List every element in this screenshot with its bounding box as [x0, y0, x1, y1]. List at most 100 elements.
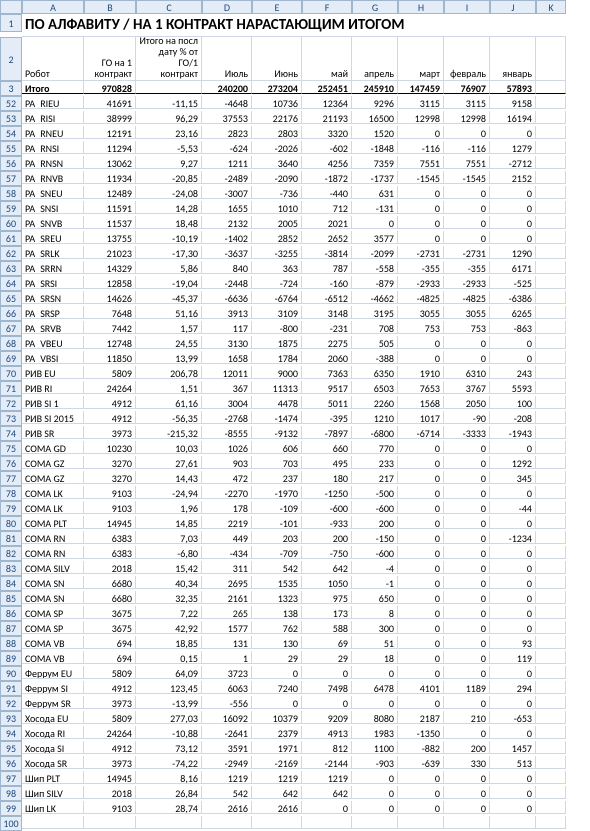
cell-r92-c6[interactable]: 0: [352, 696, 398, 709]
cell-r87-c4[interactable]: 762: [252, 621, 302, 634]
cell-r82-c0[interactable]: COMA RN: [22, 546, 84, 559]
cell-r52-c5[interactable]: 12364: [302, 96, 352, 109]
cell-r86-c5[interactable]: 173: [302, 606, 352, 619]
cell-r97-c1[interactable]: 14945: [84, 771, 136, 784]
cell-r83-c2[interactable]: 15,42: [136, 561, 202, 574]
cell-r95-c3[interactable]: 3591: [202, 741, 252, 754]
col-header-K[interactable]: K: [536, 0, 566, 14]
row-header-75[interactable]: 75: [0, 441, 22, 456]
cell-r84-c2[interactable]: 40,34: [136, 576, 202, 589]
cell-r69-c6[interactable]: -388: [352, 351, 398, 364]
cell-r90-c7[interactable]: 0: [398, 666, 444, 679]
cell-r79-c3[interactable]: 178: [202, 501, 252, 514]
cell-r88-c4[interactable]: 130: [252, 636, 302, 649]
cell-r58-c6[interactable]: 631: [352, 186, 398, 199]
cell-r53-c4[interactable]: 22176: [252, 111, 302, 124]
row-header-73[interactable]: 73: [0, 411, 22, 426]
cell-r66-c1[interactable]: 7648: [84, 306, 136, 319]
cell-r74-c5[interactable]: -7897: [302, 426, 352, 439]
cell-r72-c0[interactable]: РИВ SI 1: [22, 396, 84, 409]
cell-r99-c1[interactable]: 9103: [84, 801, 136, 814]
cell-r85-c2[interactable]: 32,35: [136, 591, 202, 604]
row-header-81[interactable]: 81: [0, 531, 22, 546]
cell-r77-c7[interactable]: 0: [398, 471, 444, 484]
cell-r96-c1[interactable]: 3973: [84, 756, 136, 769]
cell-r70-c3[interactable]: 12011: [202, 366, 252, 379]
cell-r95-c9[interactable]: 1457: [490, 741, 536, 754]
cell-r77-c2[interactable]: 14,43: [136, 471, 202, 484]
cell-r64-c1[interactable]: 12858: [84, 276, 136, 289]
cell-r82-c6[interactable]: -600: [352, 546, 398, 559]
cell-r84-c4[interactable]: 1535: [252, 576, 302, 589]
cell-r54-c3[interactable]: 2823: [202, 126, 252, 139]
cell-r58-c8[interactable]: 0: [444, 186, 490, 199]
cell-r67-c3[interactable]: 117: [202, 321, 252, 334]
cell-r87-c2[interactable]: 42,92: [136, 621, 202, 634]
cell-r98-c1[interactable]: 2018: [84, 786, 136, 799]
cell-r75-c1[interactable]: 10230: [84, 441, 136, 454]
cell-r85-c4[interactable]: 1323: [252, 591, 302, 604]
cell-r53-c3[interactable]: 37553: [202, 111, 252, 124]
cell-r83-c9[interactable]: 0: [490, 561, 536, 574]
cell-r84-c0[interactable]: COMA SN: [22, 576, 84, 589]
cell-r63-c6[interactable]: -558: [352, 261, 398, 274]
cell-r93-c3[interactable]: 16092: [202, 711, 252, 724]
cell-r86-c7[interactable]: 0: [398, 606, 444, 619]
cell-r83-c6[interactable]: -4: [352, 561, 398, 574]
cell-r94-c2[interactable]: -10,88: [136, 726, 202, 739]
cell-r73-c7[interactable]: 1017: [398, 411, 444, 424]
cell-r60-c2[interactable]: 18,48: [136, 216, 202, 229]
cell-r62-c1[interactable]: 21023: [84, 246, 136, 259]
cell-r59-c5[interactable]: 712: [302, 201, 352, 214]
cell-r93-c9[interactable]: -653: [490, 711, 536, 724]
cell-r91-c4[interactable]: 7240: [252, 681, 302, 694]
cell-r91-c3[interactable]: 6063: [202, 681, 252, 694]
cell-r90-c5[interactable]: 0: [302, 666, 352, 679]
cell-r93-c0[interactable]: Хосода EU: [22, 711, 84, 724]
cell-r92-c4[interactable]: 0: [252, 696, 302, 709]
cell-r62-c2[interactable]: -17,30: [136, 246, 202, 259]
cell-r63-c4[interactable]: 363: [252, 261, 302, 274]
cell-r96-c5[interactable]: -2144: [302, 756, 352, 769]
cell-r68-c5[interactable]: 2275: [302, 336, 352, 349]
cell-r87-c9[interactable]: 0: [490, 621, 536, 634]
cell-r97-c8[interactable]: 0: [444, 771, 490, 784]
cell-r58-c1[interactable]: 12489: [84, 186, 136, 199]
cell-r65-c6[interactable]: -4662: [352, 291, 398, 304]
cell-r74-c3[interactable]: -8555: [202, 426, 252, 439]
cell-r58-c5[interactable]: -440: [302, 186, 352, 199]
cell-r71-c1[interactable]: 24264: [84, 381, 136, 394]
row-header-83[interactable]: 83: [0, 561, 22, 576]
cell-r59-c0[interactable]: PA_SNSI: [22, 201, 84, 214]
cell-r63-c1[interactable]: 14329: [84, 261, 136, 274]
cell-r98-c8[interactable]: 0: [444, 786, 490, 799]
cell-r55-c3[interactable]: -624: [202, 141, 252, 154]
cell-r61-c4[interactable]: 2852: [252, 231, 302, 244]
cell-r62-c7[interactable]: -2731: [398, 246, 444, 259]
cell-r88-c0[interactable]: COMA VB: [22, 636, 84, 649]
cell-r87-c1[interactable]: 3675: [84, 621, 136, 634]
cell-r70-c4[interactable]: 9000: [252, 366, 302, 379]
cell-r60-c7[interactable]: 0: [398, 216, 444, 229]
cell-r97-c0[interactable]: Шип PLT: [22, 771, 84, 784]
cell-r94-c3[interactable]: -2641: [202, 726, 252, 739]
cell-r65-c4[interactable]: -6764: [252, 291, 302, 304]
cell-r64-c4[interactable]: -724: [252, 276, 302, 289]
cell-r60-c9[interactable]: 0: [490, 216, 536, 229]
cell-r77-c0[interactable]: COMA GZ: [22, 471, 84, 484]
cell-r89-c3[interactable]: 1: [202, 651, 252, 664]
cell-r65-c3[interactable]: -6636: [202, 291, 252, 304]
row-header-1[interactable]: 1: [0, 14, 22, 32]
cell-r94-c7[interactable]: -1350: [398, 726, 444, 739]
cell-r99-c8[interactable]: 0: [444, 801, 490, 814]
cell-r59-c3[interactable]: 1655: [202, 201, 252, 214]
cell-r90-c2[interactable]: 64,09: [136, 666, 202, 679]
cell-r74-c9[interactable]: -1943: [490, 426, 536, 439]
cell-r90-c9[interactable]: 0: [490, 666, 536, 679]
cell-r61-c2[interactable]: -10,19: [136, 231, 202, 244]
col-header-C[interactable]: C: [136, 0, 202, 14]
cell-r71-c2[interactable]: 1,51: [136, 381, 202, 394]
cell-r94-c5[interactable]: 4913: [302, 726, 352, 739]
cell-r55-c9[interactable]: 1279: [490, 141, 536, 154]
cell-r68-c8[interactable]: 0: [444, 336, 490, 349]
